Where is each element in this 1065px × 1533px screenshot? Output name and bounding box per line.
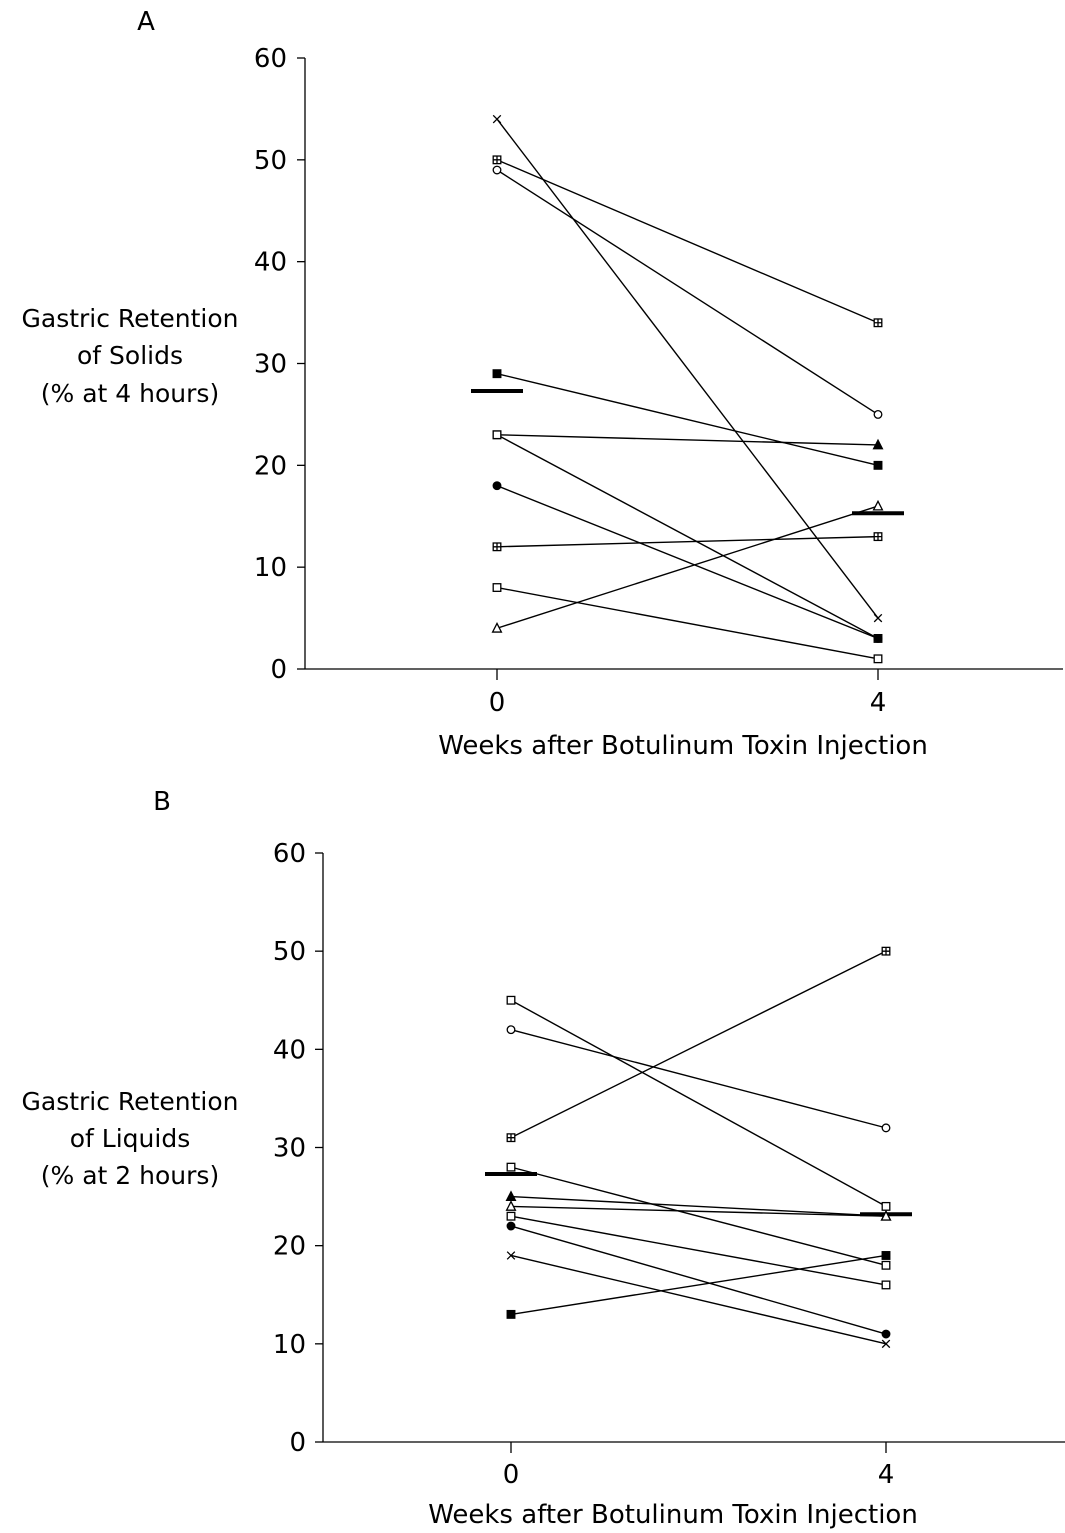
panel-a: A Gastric Retention of Solids (% at 4 ho… — [22, 7, 1063, 761]
panel-a-ylabel-line-3: (% at 4 hours) — [41, 379, 219, 408]
panel-b-y-tick-label: 10 — [273, 1330, 306, 1360]
panel-a-series-line-9 — [496, 505, 879, 629]
panel-a-series-line-0 — [496, 118, 879, 619]
panel-b-point-2-end-cross — [882, 947, 890, 955]
panel-b-y-tick-label: 30 — [273, 1134, 306, 1164]
panel-a-point-7-start-cross — [493, 543, 501, 551]
panel-a-series-line-1 — [496, 159, 879, 324]
panel-b-ylabel-line-1: Gastric Retention — [22, 1087, 239, 1116]
panel-a-y-tick-label: 50 — [254, 146, 287, 176]
panel-a-point-6-end — [873, 634, 883, 643]
panel-b-series-line-7 — [510, 1225, 887, 1335]
panel-a-point-1-start-cross — [493, 156, 501, 164]
panel-a-point-8-end — [873, 654, 883, 664]
panel-a-series-line-4 — [496, 434, 879, 446]
panel-a-point-3-start — [492, 369, 502, 379]
panel-b-point-3-end — [881, 1260, 891, 1270]
panel-b-series-line-4 — [510, 1195, 887, 1217]
panel-b-point-9-start — [506, 1309, 516, 1319]
panel-b-point-3-start — [506, 1162, 516, 1172]
panel-b-point-7-start — [506, 1221, 516, 1231]
panel-a-series-line-2 — [496, 169, 879, 416]
panel-b-point-1-end — [881, 1123, 891, 1133]
panel-b-point-6-start — [506, 1211, 516, 1221]
panel-a-label: A — [137, 7, 155, 37]
panel-a-point-1-end — [873, 318, 883, 328]
panel-b-point-8-start — [506, 1251, 516, 1260]
panel-b-point-8-end — [881, 1339, 891, 1349]
panel-b-x-tick-label: 0 — [503, 1460, 520, 1490]
panel-a-ylabel-line-2: of Solids — [77, 341, 183, 370]
panel-a-y-tick-label: 10 — [254, 553, 287, 583]
panel-a-point-9-end — [872, 499, 884, 511]
panel-b-series-line-1 — [510, 1029, 887, 1129]
panel-a-point-5-start — [492, 430, 502, 440]
panel-b-point-5-start — [505, 1200, 517, 1211]
panel-a-series-line-5 — [496, 434, 879, 640]
panel-a-series-line-8 — [496, 586, 879, 660]
panel-a-point-9-start — [491, 622, 503, 633]
panel-a-point-7-start — [492, 542, 502, 552]
panel-a-point-7-end — [873, 532, 883, 542]
panel-b-y-tick-label: 60 — [273, 839, 306, 869]
panel-b-point-0-start — [506, 995, 516, 1005]
panel-a-y-tick-label: 30 — [254, 350, 287, 380]
panel-a-point-3-end — [873, 460, 883, 470]
panel-a-y-tick-label: 0 — [270, 655, 287, 685]
panel-a-point-0-end — [873, 613, 883, 623]
panel-a-point-7-end-cross — [874, 532, 882, 541]
panel-b-y-tick-label: 50 — [273, 937, 306, 967]
panel-b-y-tick-label: 0 — [289, 1428, 306, 1458]
panel-b-point-6-end — [881, 1280, 891, 1290]
panel-b-point-1-start — [506, 1025, 516, 1035]
panel-a-series-line-7 — [496, 535, 879, 548]
panel-a-point-6-start — [492, 481, 502, 491]
panel-b-point-2-end — [881, 946, 891, 956]
panel-a-point-2-end — [873, 409, 883, 419]
panel-b-point-5-end — [880, 1209, 892, 1221]
panel-b-point-9-end — [881, 1251, 891, 1260]
panel-b-ylabel-line-2: of Liquids — [70, 1124, 190, 1153]
panel-b-series-line-5 — [510, 1205, 887, 1217]
panel-a-point-0-start — [492, 114, 502, 124]
panel-a-ylabel-line-1: Gastric Retention — [22, 304, 239, 333]
panel-a-point-2-start — [492, 165, 502, 175]
panel-b-label: B — [153, 787, 171, 817]
panel-b: B Gastric Retention of Liquids (% at 2 h… — [22, 787, 1065, 1530]
panel-b-series-line-6 — [510, 1215, 887, 1286]
panel-b-ylabel-line-3: (% at 2 hours) — [41, 1161, 219, 1190]
panel-b-point-7-end — [881, 1329, 891, 1339]
panel-a-series-line-3 — [496, 373, 879, 467]
panel-b-x-tick-label: 4 — [878, 1460, 895, 1490]
panel-a-x-tick-label: 4 — [870, 688, 887, 718]
panel-b-point-0-end — [881, 1201, 891, 1211]
panel-b-xlabel: Weeks after Botulinum Toxin Injection — [428, 1500, 918, 1530]
panel-b-point-2-start — [506, 1133, 516, 1143]
panel-a-x-tick-label: 0 — [489, 688, 506, 718]
panel-b-series-line-3 — [510, 1166, 887, 1266]
panel-a-y-tick-label: 40 — [254, 248, 287, 278]
panel-b-point-2-start-cross — [507, 1133, 515, 1142]
panel-b-series-line-9 — [510, 1254, 887, 1316]
panel-b-series-line-0 — [510, 999, 887, 1208]
panel-a-xlabel: Weeks after Botulinum Toxin Injection — [438, 731, 928, 761]
panel-b-series-line-2 — [510, 950, 887, 1139]
panel-a-y-tick-label: 20 — [254, 451, 287, 481]
panel-b-y-tick-label: 20 — [273, 1232, 306, 1262]
panel-a-series-line-6 — [496, 485, 879, 640]
panel-b-y-tick-label: 40 — [273, 1035, 306, 1065]
panel-a-point-8-start — [492, 583, 502, 592]
panel-a-point-1-end-cross — [874, 318, 882, 327]
panel-a-y-tick-label: 60 — [254, 44, 287, 74]
panel-a-point-1-start — [492, 155, 502, 165]
panel-b-series-line-8 — [510, 1254, 887, 1345]
panel-a-point-4-end — [872, 438, 884, 450]
